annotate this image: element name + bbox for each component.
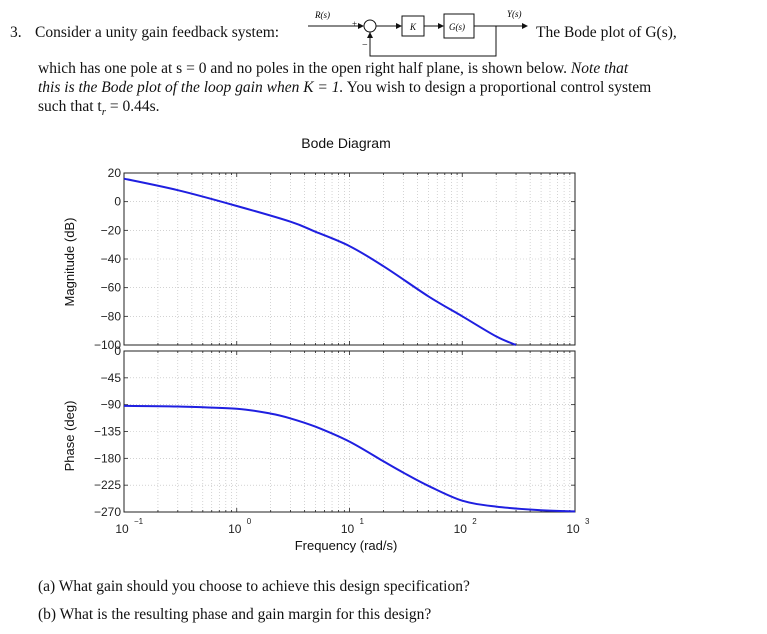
xtick-exponent: 2 [472,517,477,526]
xtick-label: 10 [341,522,355,536]
problem-number: 3. [10,24,22,41]
magnitude-axis-label: Magnitude (dB) [62,218,77,307]
plant-label: G(s) [449,22,465,32]
question-a: (a) What gain should you choose to achie… [38,578,470,595]
tick-label-layer: 200−20−40−60−80−1000−45−90−135−180−225−2… [94,166,590,536]
magnitude-ytick-label: −40 [101,252,122,266]
question-b: (b) What is the resulting phase and gain… [38,606,432,623]
magnitude-ytick-label: −100 [94,338,121,352]
phase-ytick-label: −135 [94,425,121,439]
phase-curve [123,404,576,513]
gain-label: K [409,22,417,32]
line3: this is the Bode plot of the loop gain w… [38,79,344,96]
curve-layer [123,177,576,513]
plant-block [443,13,475,39]
phase-ytick-label: −90 [101,398,122,412]
phase-ytick-label: −270 [94,505,121,519]
input-arrow-head [358,23,364,29]
line2: which has one pole at s = 0 and no poles… [38,60,568,77]
phase-ytick-label: −180 [94,451,121,465]
magnitude-ytick-label: −20 [101,223,122,237]
xtick-exponent: −1 [134,517,144,526]
xtick-label: 10 [115,522,129,536]
line3-tail: You wish to design a proportional contro… [346,79,652,96]
phase-ytick-label: −225 [94,478,121,492]
bode-title: Bode Diagram [301,135,391,151]
xtick-label: 10 [454,522,468,536]
summing-junction [363,19,377,33]
line4: such that t [38,98,102,115]
line4-sub: r [101,106,106,119]
problem-intro: Consider a unity gain feedback system: [35,24,280,41]
input-label: R(s) [314,10,330,20]
magnitude-ytick-label: 20 [108,166,122,180]
grid-layer [123,173,575,512]
magnitude-ytick-label: −60 [101,281,122,295]
frequency-axis-label: Frequency (rad/s) [295,538,398,553]
xtick-exponent: 0 [247,517,252,526]
phase-axis-label: Phase (deg) [62,401,77,472]
magnitude-ytick-label: 0 [114,195,121,209]
xtick-label: 10 [228,522,242,536]
magnitude-ytick-label: −80 [101,309,122,323]
problem-intro-tail: The Bode plot of G(s), [536,24,677,41]
axes-layer [123,172,576,513]
feedback-block-diagram: R(s) + − K G(s) Y(s) [308,9,528,57]
magnitude-curve [123,177,517,346]
xtick-exponent: 1 [360,517,365,526]
phase-ytick-label: −45 [101,371,122,385]
sum-minus-sign: − [362,40,368,51]
sum-plus-sign: + [352,19,357,29]
bode-plot: Bode Diagram Magnitude (dB) Phase (deg) … [62,135,590,553]
xtick-exponent: 3 [585,517,590,526]
problem-paragraph: which has one pole at s = 0 and no poles… [38,59,728,122]
phase-ytick-label: 0 [114,344,121,358]
line2-note: Note that [570,60,629,77]
output-label: Y(s) [507,9,522,19]
xtick-label: 10 [566,522,580,536]
line4-tail: = 0.44s. [106,98,160,115]
feedback-path [369,26,497,57]
